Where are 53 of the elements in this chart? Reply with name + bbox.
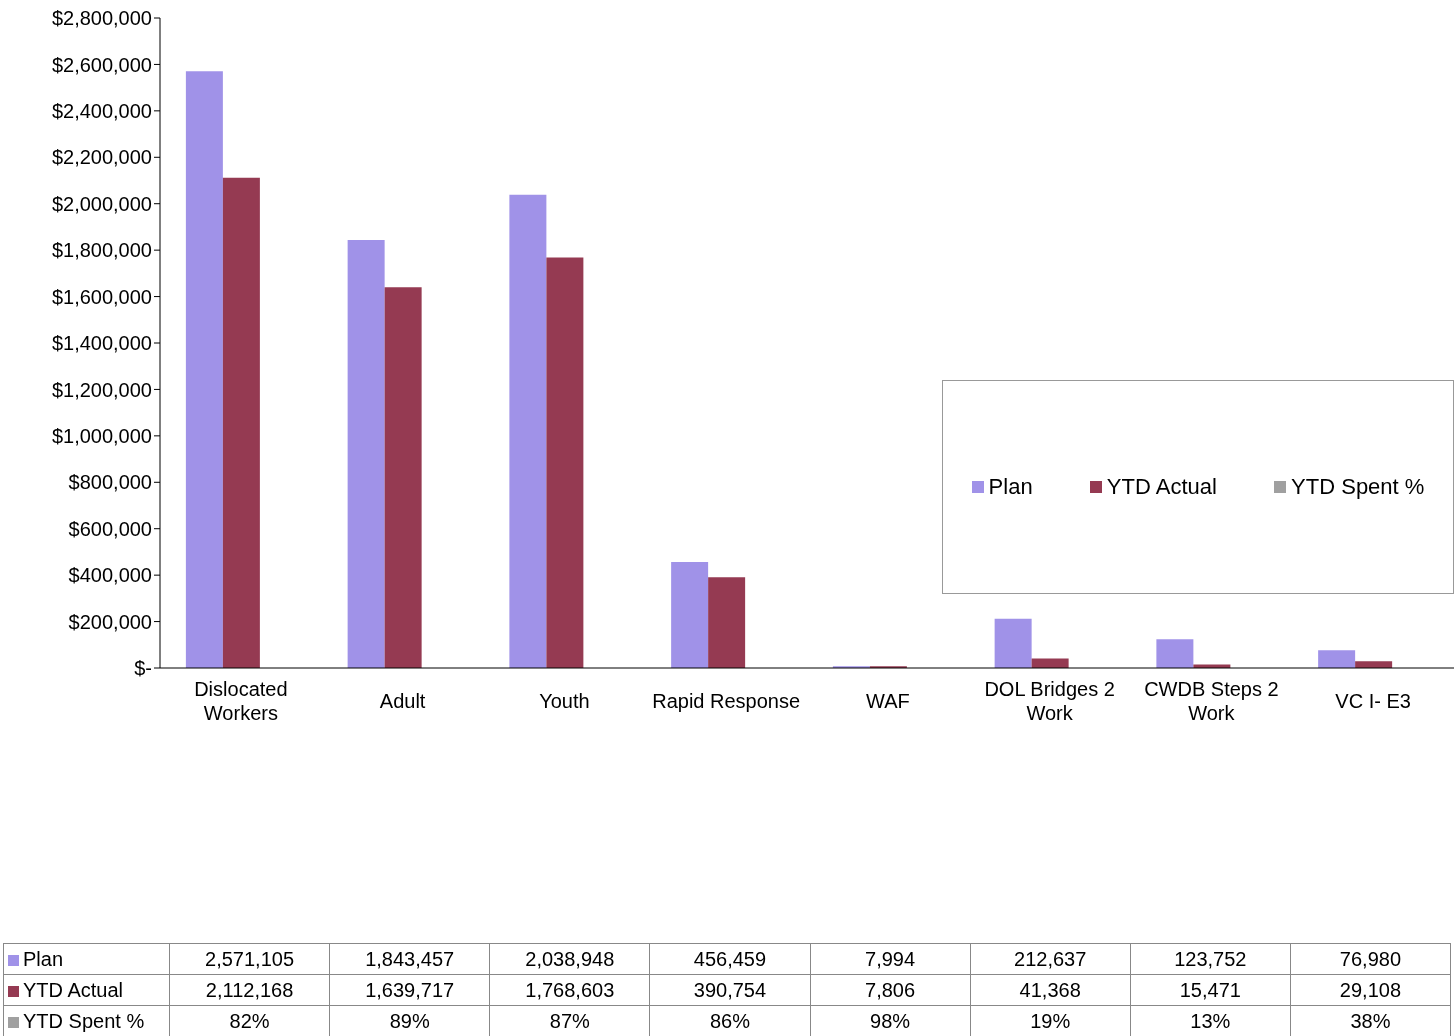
data-label: 1,768,603 (489, 974, 650, 1006)
y-tick-label: $2,600,000 (51, 53, 152, 76)
data-label: 82% (169, 1005, 330, 1036)
y-tick-label: $800,000 (68, 471, 152, 494)
x-tick-label: WAF (866, 690, 910, 712)
data-label: 13% (1130, 1005, 1291, 1036)
data-label: 41,368 (970, 974, 1131, 1006)
data-label: 7,994 (810, 943, 971, 975)
x-tick-label: CWDB Steps 2 Work (1144, 678, 1279, 724)
data-label: 2,112,168 (169, 974, 330, 1006)
x-tick-label: Dislocated Workers (194, 678, 288, 724)
text: YTD Spent % (23, 1009, 145, 1032)
x-tick-label: VC I- E3 (1335, 690, 1411, 712)
y-tick-label: $400,000 (68, 564, 152, 587)
y-tick-label: $1,200,000 (51, 378, 152, 401)
y-tick-label: $2,800,000 (51, 7, 152, 30)
y-tick-label: $1,000,000 (51, 424, 152, 447)
data-label: 15,471 (1130, 974, 1291, 1006)
data-label: 7,806 (810, 974, 971, 1006)
y-tick-label: $1,800,000 (51, 239, 152, 262)
y-tick-label: $600,000 (68, 517, 152, 540)
data-label: 89% (329, 1005, 490, 1036)
text: YTD Actual (23, 978, 124, 1001)
y-tick-label: $1,400,000 (51, 332, 152, 355)
data-label: 1,843,457 (329, 943, 490, 975)
text: Plan (23, 947, 64, 970)
data-label: 87% (489, 1005, 650, 1036)
y-tick-label: $1,600,000 (51, 285, 152, 308)
data-label: 38% (1290, 1005, 1451, 1036)
data-label: 86% (649, 1005, 810, 1036)
legend-label: Plan (987, 474, 1033, 500)
data-label: 19% (970, 1005, 1131, 1036)
x-tick-label: Rapid Response (652, 690, 801, 712)
data-label: 390,754 (649, 974, 810, 1006)
legend-label: YTD Actual (1105, 474, 1217, 500)
legend-label: YTD Spent % (1290, 474, 1425, 500)
data-label: 29,108 (1290, 974, 1451, 1006)
data-label: 456,459 (649, 943, 810, 975)
data-label: 2,038,948 (489, 943, 650, 975)
y-tick-label: $2,000,000 (51, 192, 152, 215)
data-label: 123,752 (1130, 943, 1291, 975)
data-label: 2,571,105 (169, 943, 330, 975)
data-label: 212,637 (970, 943, 1131, 975)
y-tick-label: $2,400,000 (51, 99, 152, 122)
x-tick-label: Youth (539, 690, 590, 712)
data-label: 98% (810, 1005, 971, 1036)
data-label: 76,980 (1290, 943, 1451, 975)
x-tick-label: Adult (379, 690, 426, 712)
y-tick-label: $- (134, 657, 152, 680)
data-label: 1,639,717 (329, 974, 490, 1006)
x-tick-label: DOL Bridges 2 Work (984, 678, 1115, 724)
y-tick-label: $2,200,000 (51, 146, 152, 169)
y-tick-label: $200,000 (68, 610, 152, 633)
